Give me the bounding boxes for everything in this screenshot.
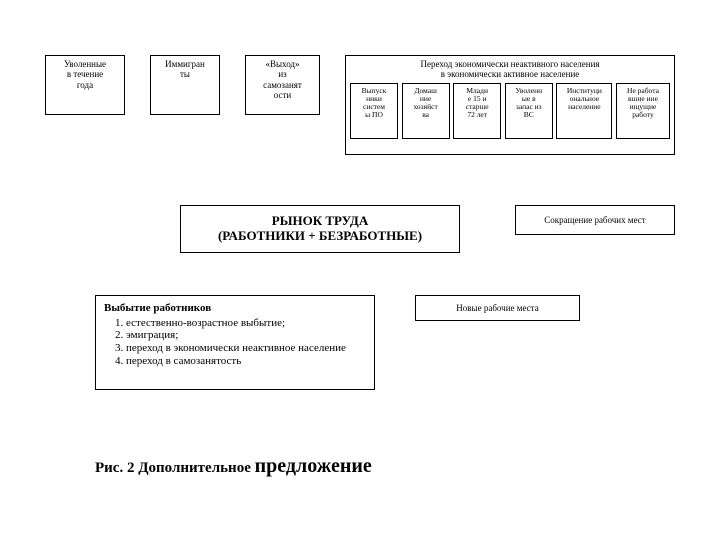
box-reduction: Сокращение рабочих мест	[515, 205, 675, 235]
text-reduction: Сокращение рабочих мест	[544, 215, 645, 225]
box-exit-self: «Выход» из самозанят ости	[245, 55, 320, 115]
outflow-item-3: переход в экономически неактивное населе…	[126, 342, 366, 355]
box-new-jobs: Новые рабочие места	[415, 295, 580, 321]
center-subtitle: (РАБОТНИКИ + БЕЗРАБОТНЫЕ)	[218, 229, 422, 244]
center-title: РЫНОК ТРУДА	[272, 214, 368, 229]
box-dismissed: Уволенные в течение года	[45, 55, 125, 115]
outflow-heading: Выбытие работников	[104, 302, 366, 315]
outflow-item-2: эмиграция;	[126, 329, 366, 342]
text-new-jobs: Новые рабочие места	[456, 303, 538, 313]
box-immigrants: Иммигран ты	[150, 55, 220, 115]
text-immigrants: Иммигран ты	[165, 59, 205, 79]
figure-caption: Рис. 2 Дополнительное предложение	[95, 455, 372, 478]
text-transition-header: Переход экономически неактивного населен…	[349, 59, 671, 80]
box-outflow: Выбытие работников естественно-возрастно…	[95, 295, 375, 390]
outflow-list: естественно-возрастное выбытие; эмиграци…	[104, 317, 366, 368]
box-center: РЫНОК ТРУДА (РАБОТНИКИ + БЕЗРАБОТНЫЕ)	[180, 205, 460, 253]
sub-reserve: Уволенн ые в запас из ВС	[505, 83, 553, 139]
outflow-item-4: переход в самозанятость	[126, 355, 366, 368]
text-exit-self: «Выход» из самозанят ости	[263, 59, 302, 100]
sub-unemployed: Не работа вшие ине ищущие работу	[616, 83, 670, 139]
sub-youth: Млади е 15 и старше 72 лет	[453, 83, 501, 139]
outflow-item-1: естественно-возрастное выбытие;	[126, 317, 366, 330]
text-dismissed: Уволенные в течение года	[64, 59, 106, 90]
sub-grads: Выпуск ники систем ы ПО	[350, 83, 398, 139]
box-transition: Переход экономически неактивного населен…	[345, 55, 675, 155]
sub-household: Домаш ние хозяйст ва	[402, 83, 450, 139]
caption-word: предложение	[255, 455, 372, 477]
caption-prefix: Рис. 2 Дополнительное	[95, 460, 255, 476]
sub-institutional: Институци ональное население	[556, 83, 612, 139]
